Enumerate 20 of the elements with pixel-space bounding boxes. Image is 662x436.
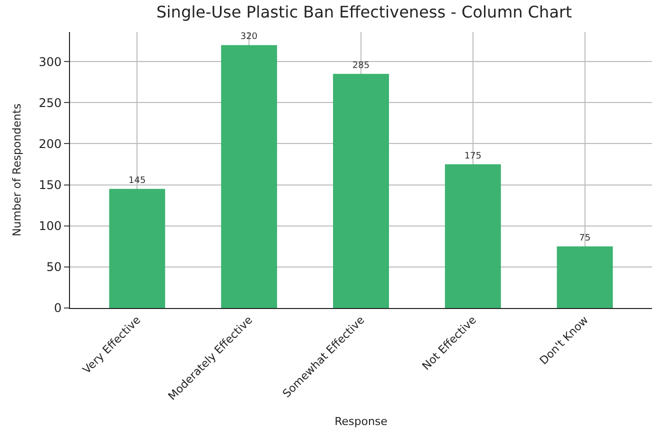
- y-axis-title: Number of Respondents: [10, 103, 24, 236]
- bar: [556, 246, 613, 308]
- data-label: 320: [240, 32, 258, 42]
- bar: [444, 164, 501, 308]
- y-tick-label: 200: [38, 136, 62, 151]
- data-label: 285: [352, 60, 370, 71]
- y-tick-label: 250: [38, 96, 62, 110]
- data-label: 75: [579, 233, 591, 244]
- data-label: 145: [128, 176, 146, 186]
- y-tick-label: 150: [38, 178, 62, 192]
- x-axis-title: Response: [334, 415, 388, 428]
- bar: [333, 74, 389, 308]
- y-tick-label: 50: [46, 260, 62, 274]
- y-tick-label: 0: [54, 301, 62, 316]
- chart-title: Single-Use Plastic Ban Effectiveness - Column Chart: [156, 2, 572, 22]
- y-tick-label: 300: [38, 54, 62, 69]
- bar: [109, 188, 166, 308]
- data-label: 175: [464, 151, 482, 162]
- y-tick-label: 100: [38, 219, 62, 234]
- bar: [221, 45, 278, 308]
